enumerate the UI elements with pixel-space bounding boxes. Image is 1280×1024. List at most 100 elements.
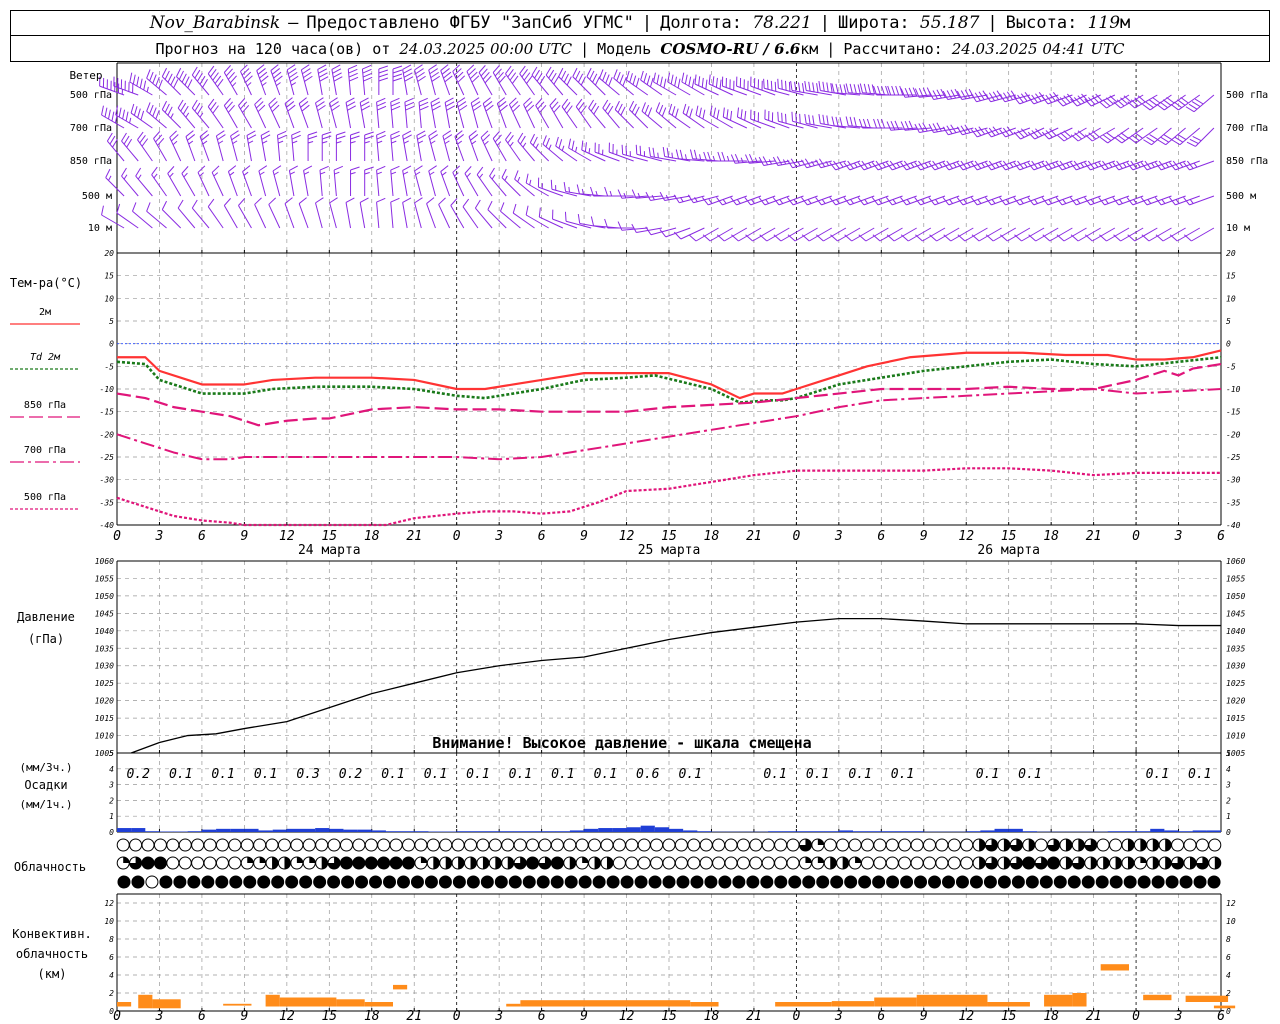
cloud-cover-symbol bbox=[1096, 838, 1110, 852]
altitude-value: 119 bbox=[1087, 13, 1121, 33]
temp-legend-label: 700 гПа bbox=[24, 445, 66, 456]
wind-barb-feather bbox=[644, 104, 650, 115]
conv-hour-label: 21 bbox=[1086, 1009, 1102, 1024]
wind-barb-feather bbox=[659, 76, 663, 87]
wind-barb-feather bbox=[877, 118, 882, 129]
cloud-cover-fill bbox=[433, 857, 440, 869]
prec-ytick-left: 3 bbox=[108, 781, 114, 790]
conv-hour-label: 18 bbox=[364, 1009, 380, 1024]
wind-barb-feather bbox=[430, 71, 439, 79]
wind-barb-staff bbox=[1033, 94, 1059, 105]
wind-barb-feather bbox=[1084, 98, 1092, 107]
wind-barb-staff bbox=[478, 72, 493, 96]
header-station-line: Nov_Barabinsk — Предоставлено ФГБУ "ЗапС… bbox=[10, 10, 1270, 36]
wind-barb-half-feather bbox=[581, 188, 584, 195]
cloud-cover-fill bbox=[340, 857, 353, 869]
wind-barb-feather bbox=[155, 109, 160, 120]
conv-ytick-right: 0 bbox=[1226, 1007, 1231, 1016]
cloud-cover-fill bbox=[928, 876, 941, 888]
wind-barb-feather bbox=[1140, 162, 1148, 171]
wind-barb-staff bbox=[1161, 160, 1186, 171]
wind-barb-feather bbox=[1088, 97, 1096, 105]
wind-barb-half-feather bbox=[694, 196, 698, 202]
wind-barb-feather bbox=[444, 97, 454, 103]
wind-barb-feather bbox=[470, 134, 479, 141]
wind-barb-staff bbox=[849, 160, 875, 171]
wind-barb-feather bbox=[707, 151, 712, 162]
wind-barb-staff bbox=[514, 178, 535, 197]
prec-ytick-right: 2 bbox=[1226, 796, 1231, 805]
wind-barb-staff bbox=[169, 137, 182, 162]
wind-barb-staff bbox=[329, 202, 337, 229]
wind-barb-feather bbox=[173, 79, 179, 89]
precip-bar bbox=[131, 828, 146, 832]
wind-barb-feather bbox=[525, 205, 529, 216]
wind-barb-feather bbox=[322, 135, 332, 140]
wind-barb-feather bbox=[350, 131, 360, 136]
wind-barb-half-feather bbox=[548, 144, 552, 150]
cloud-cover-symbol bbox=[414, 838, 428, 852]
wind-barb-feather bbox=[643, 73, 648, 83]
wind-barb-staff bbox=[764, 87, 790, 96]
wind-barb-staff bbox=[682, 112, 705, 129]
wind-barb-feather bbox=[702, 234, 711, 242]
wind-barb-feather bbox=[1130, 99, 1139, 107]
temp-legend-label: Td 2м bbox=[30, 352, 61, 363]
wind-barb-half-feather bbox=[1023, 162, 1028, 168]
wind-barb-feather bbox=[1088, 132, 1097, 140]
pressure-warning: Внимание! Высокое давление - шкала смеще… bbox=[432, 734, 811, 752]
wind-barb-feather bbox=[496, 71, 504, 80]
wind-barb-feather bbox=[471, 101, 481, 108]
wind-barb-staff bbox=[837, 227, 861, 242]
wind-barb-feather bbox=[1177, 99, 1186, 106]
wind-barb-feather bbox=[360, 101, 370, 107]
wind-barb-feather bbox=[798, 82, 801, 92]
wind-barb-feather bbox=[936, 89, 942, 99]
wind-barb-feather bbox=[946, 160, 954, 169]
wind-barb-feather bbox=[857, 197, 865, 206]
wind-barb-feather bbox=[592, 73, 598, 83]
wind-barb-half-feather bbox=[793, 199, 798, 204]
temp-ytick-right: -25 bbox=[1226, 453, 1241, 462]
pres-ytick-left: 1030 bbox=[95, 662, 114, 671]
wind-barb-feather bbox=[621, 144, 624, 155]
wind-barb-feather bbox=[576, 184, 580, 194]
wind-barb-half-feather bbox=[185, 112, 190, 118]
precip-bar bbox=[584, 828, 599, 832]
precip-bar bbox=[244, 828, 259, 832]
wind-barb-feather bbox=[277, 134, 287, 140]
wind-barb-staff bbox=[361, 69, 366, 96]
temp-hour-label: 15 bbox=[1001, 529, 1017, 544]
wind-barb-staff bbox=[614, 109, 634, 129]
wind-barb-feather bbox=[1087, 160, 1095, 169]
wind-barb-feather bbox=[414, 64, 423, 71]
wind-barb-feather bbox=[818, 114, 821, 124]
wind-barb-staff bbox=[1076, 195, 1101, 206]
cloud-cover-fill bbox=[1110, 876, 1123, 888]
wind-barb-feather bbox=[745, 234, 753, 242]
wind-barb-feather bbox=[667, 72, 671, 83]
temp-hour-label: 3 bbox=[494, 529, 503, 544]
wind-barb-half-feather bbox=[1094, 162, 1099, 168]
wind-barb-staff bbox=[538, 186, 564, 197]
wind-barb-feather bbox=[347, 105, 356, 111]
wind-barb-staff bbox=[106, 140, 125, 162]
wind-barb-feather bbox=[661, 107, 667, 117]
wind-barb-staff bbox=[376, 202, 380, 229]
wind-barb-staff bbox=[565, 220, 592, 229]
temp-ytick-right: -30 bbox=[1226, 476, 1241, 485]
wind-barb-feather bbox=[1166, 96, 1175, 104]
pres-ytick-left: 1020 bbox=[95, 697, 114, 706]
temp-hour-label: 0 bbox=[1132, 529, 1140, 544]
wind-barb-feather bbox=[289, 165, 298, 171]
wind-barb-feather bbox=[316, 101, 325, 108]
wind-barb-half-feather bbox=[1189, 199, 1194, 204]
wind-barb-staff bbox=[545, 74, 564, 96]
wind-barb-feather bbox=[985, 129, 992, 138]
wind-barb-staff bbox=[602, 107, 620, 129]
wind-barb-feather bbox=[1127, 101, 1136, 109]
wind-barb-feather bbox=[1052, 92, 1060, 101]
wind-barb-staff bbox=[877, 160, 903, 171]
conv-hour-label: 0 bbox=[792, 1009, 800, 1024]
wind-barb-feather bbox=[677, 78, 681, 89]
